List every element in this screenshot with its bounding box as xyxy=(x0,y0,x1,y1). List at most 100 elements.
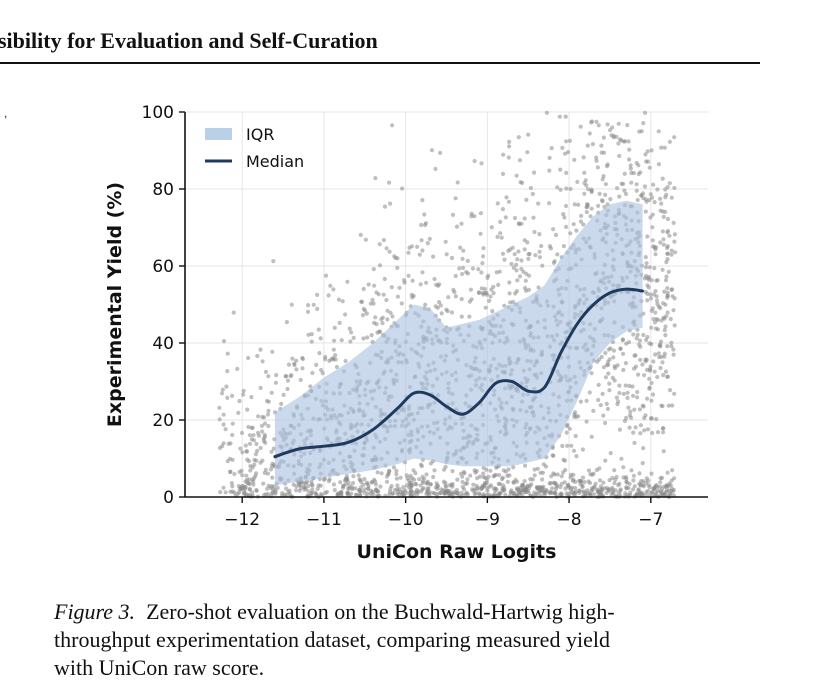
scatter-point xyxy=(589,206,594,211)
scatter-point xyxy=(640,461,645,466)
scatter-point xyxy=(658,480,663,485)
scatter-point xyxy=(323,273,329,278)
scatter-point xyxy=(271,259,276,264)
scatter-point xyxy=(621,475,626,480)
scatter-point xyxy=(290,356,295,361)
scatter-point xyxy=(666,403,671,408)
scatter-point xyxy=(636,487,641,492)
scatter-point xyxy=(637,129,642,134)
scatter-point xyxy=(498,491,503,496)
scatter-point xyxy=(502,257,507,262)
scatter-point xyxy=(568,475,573,480)
scatter-point xyxy=(416,489,421,494)
scatter-point xyxy=(362,477,367,482)
scatter-point xyxy=(517,222,522,227)
scatter-point xyxy=(394,476,399,481)
scatter-point xyxy=(449,310,455,315)
scatter-point xyxy=(450,212,456,217)
scatter-point xyxy=(645,367,650,372)
caption-label: Figure 3. xyxy=(54,599,136,624)
scatter-point xyxy=(608,346,613,351)
scatter-point xyxy=(506,199,511,204)
scatter-point xyxy=(374,487,379,492)
scatter-point xyxy=(533,253,538,258)
scatter-point xyxy=(507,144,512,149)
scatter-point xyxy=(582,480,587,485)
scatter-point xyxy=(629,170,634,176)
scatter-point xyxy=(514,262,519,267)
y-axis-label: Experimental Yield (%) xyxy=(104,182,126,427)
scatter-point xyxy=(634,182,639,187)
scatter-point xyxy=(665,230,670,235)
scatter-point xyxy=(655,374,660,380)
scatter-point xyxy=(270,349,275,354)
scatter-point xyxy=(655,485,660,490)
scatter-point xyxy=(292,361,297,366)
scatter-point xyxy=(261,438,267,444)
scatter-point xyxy=(555,252,560,257)
scatter-point xyxy=(604,164,610,169)
scatter-point xyxy=(665,310,670,315)
scatter-point xyxy=(663,195,668,200)
scatter-point xyxy=(348,339,353,344)
scatter-point xyxy=(284,486,289,491)
scatter-point xyxy=(377,242,382,247)
scatter-point xyxy=(432,468,437,473)
scatter-point xyxy=(251,433,256,438)
scatter-point xyxy=(253,452,258,457)
scatter-point xyxy=(462,487,467,492)
scatter-point xyxy=(643,413,648,418)
scatter-point xyxy=(375,470,380,475)
scatter-point xyxy=(528,477,533,482)
scatter-point xyxy=(568,231,573,236)
scatter-point xyxy=(648,215,653,220)
scatter-point xyxy=(244,449,249,454)
scatter-point xyxy=(622,418,628,424)
scatter-point xyxy=(581,155,586,160)
scatter-point xyxy=(606,371,611,376)
scatter-point xyxy=(628,166,633,171)
scatter-point xyxy=(317,351,322,356)
scatter-point xyxy=(388,486,393,491)
scatter-point xyxy=(623,361,629,366)
scatter-point xyxy=(476,267,481,272)
scatter-point xyxy=(653,289,658,294)
scatter-point xyxy=(596,382,601,387)
scatter-point xyxy=(555,483,560,488)
scatter-point xyxy=(254,488,259,493)
scatter-point xyxy=(614,395,620,400)
scatter-point xyxy=(587,131,592,136)
scatter-point xyxy=(258,347,263,352)
scatter-point xyxy=(651,486,656,491)
scatter-point xyxy=(638,431,643,436)
scatter-point xyxy=(532,467,537,472)
scatter-point xyxy=(532,473,537,478)
scatter-point xyxy=(225,351,230,356)
scatter-point xyxy=(498,219,503,224)
scatter-point xyxy=(524,271,529,276)
scatter-point xyxy=(653,310,658,315)
scatter-point xyxy=(339,338,344,343)
scatter-point xyxy=(372,283,377,288)
scatter-point xyxy=(241,392,246,397)
scatter-point xyxy=(488,483,494,488)
caption-line-1: Zero-shot evaluation on the Buchwald-Har… xyxy=(146,599,615,624)
scatter-point xyxy=(643,197,648,202)
scatter-point xyxy=(247,441,253,446)
scatter-point xyxy=(564,491,569,496)
scatter-point xyxy=(400,186,405,191)
scatter-point xyxy=(658,196,663,201)
scatter-point xyxy=(660,360,665,365)
scatter-point xyxy=(578,124,583,129)
scatter-point xyxy=(219,391,225,396)
scatter-point xyxy=(643,152,648,157)
scatter-point xyxy=(658,339,664,344)
scatter-point xyxy=(652,369,657,374)
scatter-point xyxy=(650,392,656,397)
scatter-point xyxy=(641,484,646,489)
scatter-point xyxy=(644,357,649,362)
scatter-point xyxy=(412,490,417,495)
scatter-point xyxy=(563,151,568,156)
scatter-point xyxy=(474,483,479,488)
scatter-point xyxy=(529,482,534,487)
